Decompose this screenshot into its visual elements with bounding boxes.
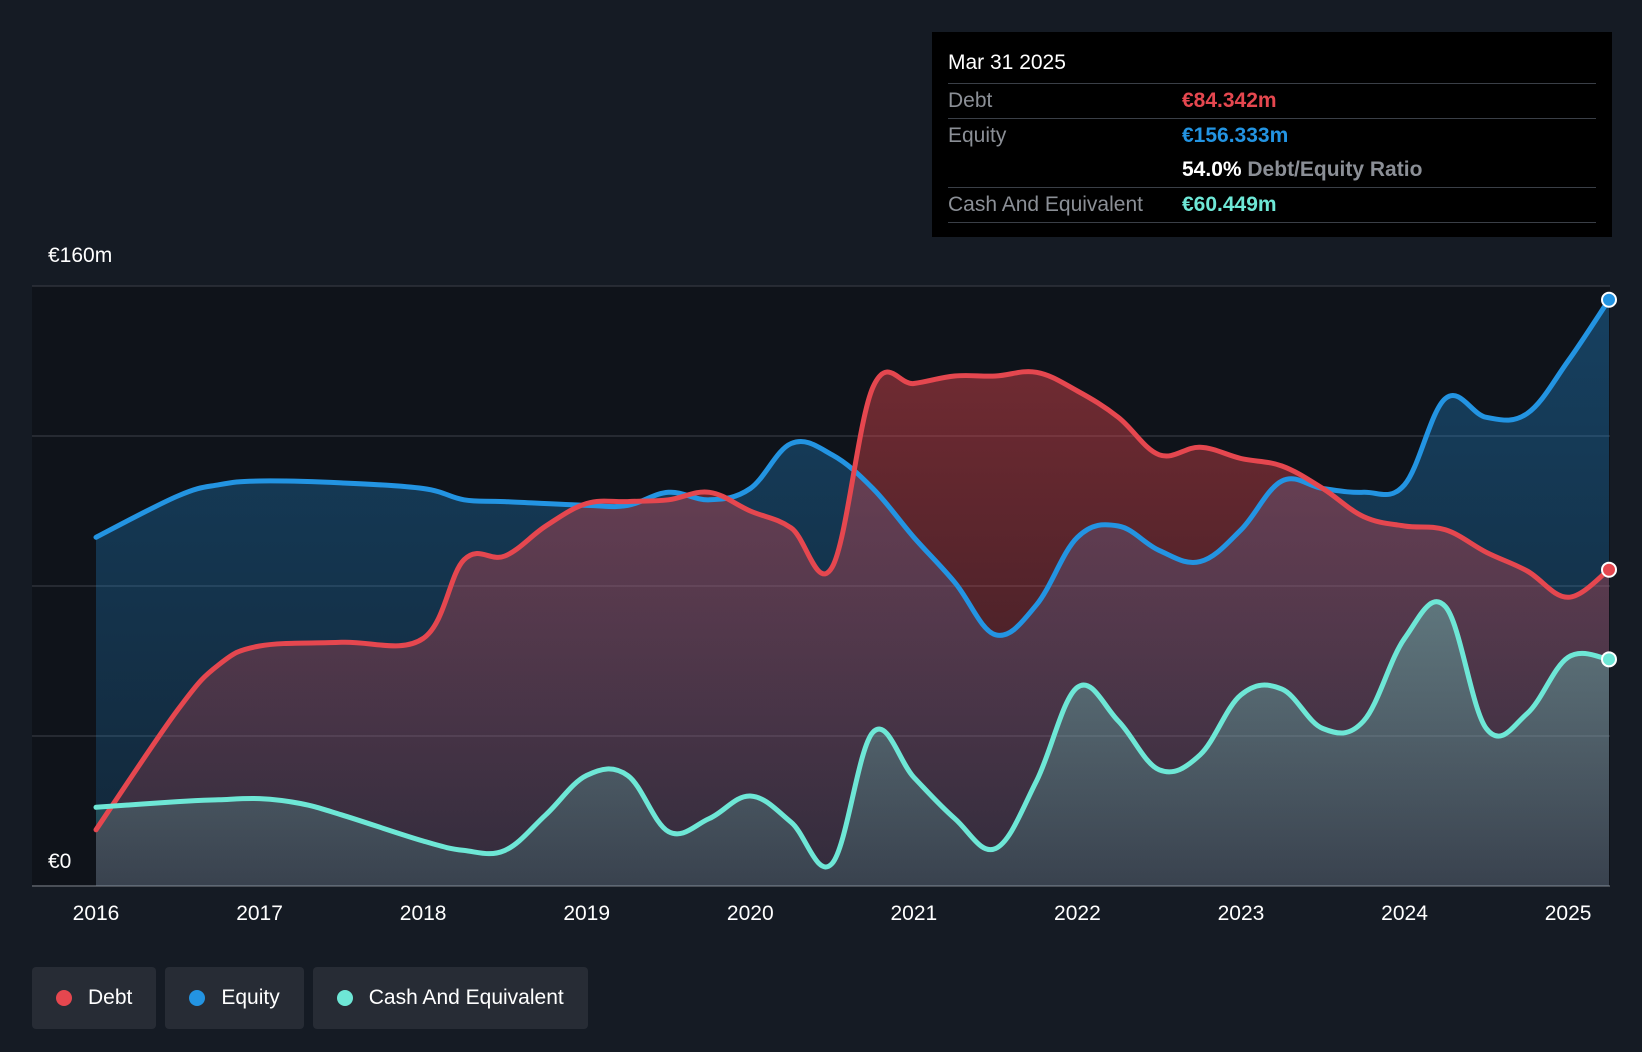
debt-dot-icon (56, 990, 72, 1006)
tooltip-ratio-value: 54.0% (1182, 158, 1242, 181)
tooltip-ratio-row: 54.0% Debt/Equity Ratio (948, 153, 1596, 188)
tooltip-date: Mar 31 2025 (948, 32, 1596, 84)
legend-cash-label: Cash And Equivalent (368, 986, 564, 1009)
y-tick-label-160: €160m (48, 244, 112, 267)
debt-end-point[interactable] (1601, 561, 1617, 578)
x-tick-label-2024: 2024 (1381, 902, 1428, 925)
tooltip-debt-row: Debt €84.342m (948, 84, 1596, 119)
legend-equity-label: Equity (221, 986, 280, 1009)
x-tick-label-2017: 2017 (236, 902, 283, 925)
tooltip: Mar 31 2025 Debt €84.342m Equity €156.33… (932, 32, 1612, 237)
y-tick-label-0: €0 (48, 850, 71, 873)
equity-end-point[interactable] (1601, 291, 1617, 308)
cash-line (93, 599, 1612, 870)
axis-labels: 2016 2017 2018 2019 2020 2021 2022 2023 2024 2025… (48, 244, 1591, 925)
tooltip-equity-value: €156.333m (1182, 124, 1289, 147)
cash-area (96, 601, 1609, 886)
tooltip-equity-row: Equity €156.333m (948, 119, 1596, 153)
legend-item-debt[interactable]: Debt (32, 967, 157, 1029)
x-tick-label-2020: 2020 (727, 902, 774, 925)
series-lines (93, 297, 1612, 870)
cash-end-point[interactable] (1601, 651, 1617, 668)
x-tick-label-2021: 2021 (890, 902, 937, 925)
tooltip-cash-value: €60.449m (1182, 193, 1277, 216)
equity-dot-icon (189, 990, 206, 1006)
x-tick-label-2022: 2022 (1054, 902, 1101, 925)
x-tick-label-2018: 2018 (400, 902, 447, 925)
tooltip-cash-row: Cash And Equivalent €60.449m (948, 188, 1596, 223)
tooltip-cash-label: Cash And Equivalent (948, 193, 1143, 216)
x-tick-label-2025: 2025 (1545, 902, 1592, 925)
cash-dot-icon (336, 990, 353, 1006)
legend-item-cash[interactable]: Cash And Equivalent (312, 967, 588, 1029)
x-tick-label-2023: 2023 (1218, 902, 1265, 925)
equity-line (93, 297, 1612, 638)
tooltip-debt-value: €84.342m (1182, 89, 1277, 112)
series-areas (96, 299, 1609, 886)
x-tick-label-2019: 2019 (563, 902, 610, 925)
legend-item-equity[interactable]: Equity (165, 967, 304, 1029)
tooltip-debt-label: Debt (948, 89, 993, 112)
tooltip-ratio: 54.0% Debt/Equity Ratio (1182, 153, 1422, 187)
end-markers (1601, 291, 1617, 668)
tooltip-equity-label: Equity (948, 124, 1007, 147)
debt-line (93, 369, 1612, 833)
legend-debt-label: Debt (88, 986, 133, 1009)
tooltip-ratio-label: Debt/Equity Ratio (1247, 158, 1423, 181)
legend: Debt Equity Cash And Equivalent (32, 967, 588, 1029)
x-tick-label-2016: 2016 (73, 902, 120, 925)
